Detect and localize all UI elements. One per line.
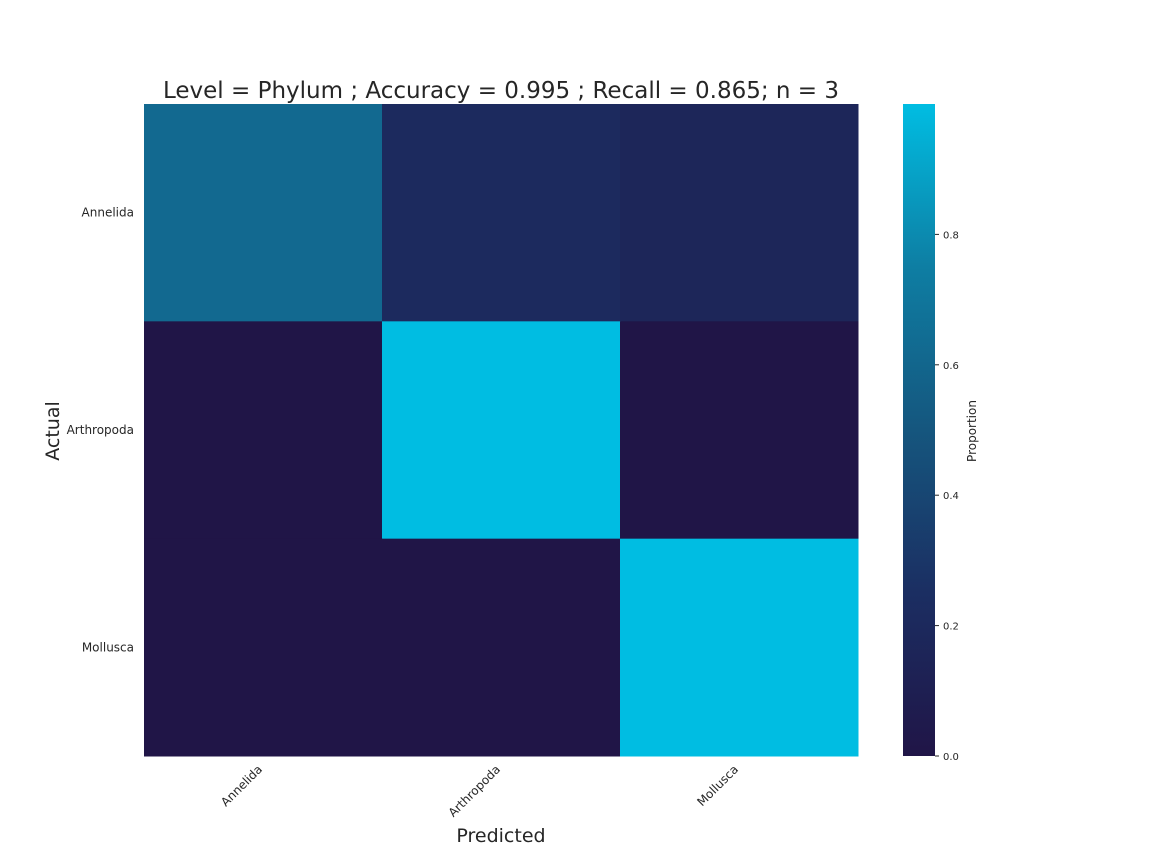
heatmap-cell (144, 104, 383, 322)
colorbar-ticks: 0.0 0.2 0.4 0.6 0.8 (935, 230, 959, 763)
colorbar-label: Proportion (965, 400, 979, 462)
heatmap-cell (382, 104, 621, 322)
colorbar (903, 104, 935, 756)
heatmap-cell (144, 321, 383, 540)
heatmap-cell (382, 538, 621, 757)
heatmap-cell (144, 538, 383, 757)
colorbar-tick-label: 0.2 (943, 622, 959, 633)
heatmap-cell (620, 104, 859, 322)
chart-title: Level = Phylum ; Accuracy = 0.995 ; Reca… (163, 78, 839, 104)
x-tick-label: Arthropoda (446, 762, 504, 820)
heatmap-cell (620, 538, 859, 757)
heatmap-cells (144, 104, 859, 757)
heatmap-cell (620, 321, 859, 540)
x-axis-label: Predicted (456, 825, 545, 847)
y-tick-label: Mollusca (82, 640, 134, 654)
colorbar-tick-label: 0.6 (943, 361, 959, 372)
colorbar-tick-label: 0.0 (943, 752, 959, 763)
y-tick-label: Annelida (82, 206, 134, 220)
colorbar-tick-label: 0.4 (943, 491, 959, 502)
heatmap-cell (382, 321, 621, 540)
x-tick-label: Mollusca (694, 762, 741, 809)
x-tick-label: Annelida (218, 762, 265, 809)
y-tick-label: Arthropoda (67, 423, 134, 437)
y-axis-label: Actual (42, 401, 64, 461)
colorbar-tick-label: 0.8 (943, 230, 959, 241)
x-tick-labels: Annelida Arthropoda Mollusca (218, 762, 741, 820)
y-tick-labels: Annelida Arthropoda Mollusca (67, 206, 134, 655)
